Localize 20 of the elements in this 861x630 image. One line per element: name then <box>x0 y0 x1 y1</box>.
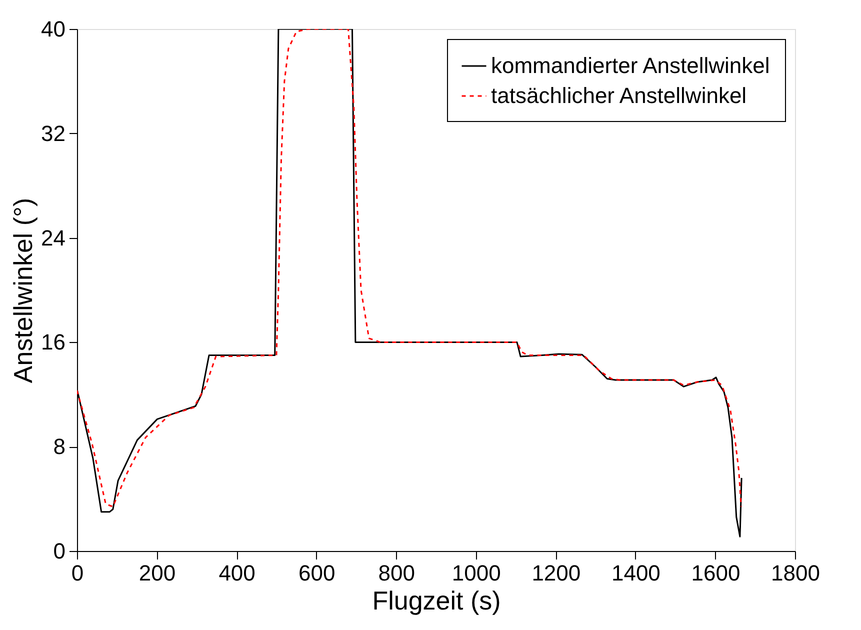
y-tick-label: 8 <box>53 434 66 460</box>
y-tick-label: 24 <box>41 225 66 250</box>
y-tick-label: 40 <box>41 16 66 42</box>
x-tick-label: 1800 <box>771 560 820 586</box>
x-tick-label: 0 <box>71 560 84 586</box>
legend-label: kommandierter Anstellwinkel <box>491 53 770 78</box>
x-tick-label: 600 <box>298 560 336 586</box>
y-axis-title: Anstellwinkel (°) <box>8 198 38 384</box>
x-tick-label: 1200 <box>532 560 581 586</box>
y-tick-label: 32 <box>41 120 66 146</box>
x-tick-label: 1400 <box>611 560 660 586</box>
x-tick-label: 1000 <box>452 560 501 586</box>
x-tick-label: 800 <box>378 560 415 586</box>
y-tick-label: 16 <box>41 330 66 355</box>
x-tick-label: 1600 <box>691 560 740 586</box>
x-axis-title: Flugzeit (s) <box>372 586 501 616</box>
y-tick-label: 0 <box>53 538 66 564</box>
x-tick-label: 400 <box>218 560 256 586</box>
x-tick-label: 200 <box>138 560 176 586</box>
legend-label: tatsächlicher Anstellwinkel <box>491 83 747 108</box>
